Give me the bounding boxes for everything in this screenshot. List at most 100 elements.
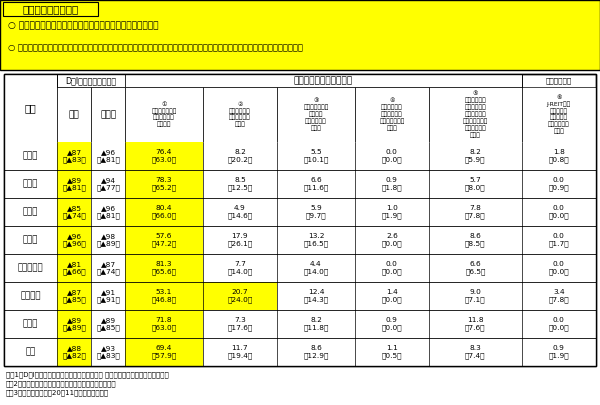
Bar bbox=[125, 310, 203, 338]
Text: ④
改正貸金業法
施行の影響等
ノンバンクの融
資態度: ④ 改正貸金業法 施行の影響等 ノンバンクの融 資態度 bbox=[379, 98, 404, 131]
Text: 12.4
（14.3）: 12.4 （14.3） bbox=[304, 289, 329, 303]
Text: 0.9
（0.0）: 0.9 （0.0） bbox=[382, 317, 402, 331]
Text: 0.0
（0.0）: 0.0 （0.0） bbox=[548, 205, 569, 219]
Text: 0.9
（1.9）: 0.9 （1.9） bbox=[548, 345, 569, 359]
Text: 8.2
（20.2）: 8.2 （20.2） bbox=[227, 149, 253, 163]
Text: ▲89
（▲81）: ▲89 （▲81） bbox=[62, 177, 86, 191]
Text: ▲98
（▲89）: ▲98 （▲89） bbox=[96, 233, 120, 247]
Text: 20.7
（24.0）: 20.7 （24.0） bbox=[227, 289, 253, 303]
Bar bbox=[4, 226, 596, 254]
Text: 悪化の要因（回答割合）: 悪化の要因（回答割合） bbox=[294, 76, 353, 85]
Text: ▲93
（▲83）: ▲93 （▲83） bbox=[96, 345, 120, 359]
Bar bbox=[57, 198, 91, 226]
Bar bbox=[4, 338, 596, 366]
Text: ▲96
（▲81）: ▲96 （▲81） bbox=[96, 149, 120, 163]
Text: 7.8
（7.8）: 7.8 （7.8） bbox=[465, 205, 485, 219]
Text: （注2）悪化の要因については、複数回答可としている。: （注2）悪化の要因については、複数回答可としている。 bbox=[6, 380, 116, 387]
Text: 8.2
（11.8）: 8.2 （11.8） bbox=[303, 317, 329, 331]
Text: 5.9
（9.7）: 5.9 （9.7） bbox=[305, 205, 326, 219]
Text: 5.5
（10.1）: 5.5 （10.1） bbox=[303, 149, 329, 163]
Text: 0.0
（0.0）: 0.0 （0.0） bbox=[382, 261, 402, 275]
Text: 1.8
（0.8）: 1.8 （0.8） bbox=[548, 149, 569, 163]
Bar bbox=[4, 74, 596, 366]
Bar bbox=[57, 142, 91, 170]
Text: 0.9
（1.8）: 0.9 （1.8） bbox=[382, 177, 402, 191]
Bar bbox=[4, 74, 596, 366]
Text: 4.9
（14.6）: 4.9 （14.6） bbox=[227, 205, 253, 219]
Bar bbox=[125, 142, 203, 170]
Text: （単位：％）: （単位：％） bbox=[545, 77, 572, 84]
Text: ▲94
（▲77）: ▲94 （▲77） bbox=[96, 177, 120, 191]
Text: 卸売業: 卸売業 bbox=[23, 207, 38, 217]
Text: 11.7
（19.4）: 11.7 （19.4） bbox=[227, 345, 253, 359]
Bar bbox=[3, 2, 98, 16]
Bar bbox=[521, 87, 596, 142]
Text: ○ 要因としては、「営業要因」が最も大きく、その割合は前回よりも上昇。次いで、「金融機関の融資態度・融資条件」が続く。: ○ 要因としては、「営業要因」が最も大きく、その割合は前回よりも上昇。次いで、「… bbox=[8, 43, 303, 53]
Bar bbox=[0, 0, 600, 70]
Text: D．I．（良い－悪い）: D．I．（良い－悪い） bbox=[65, 76, 117, 85]
Bar bbox=[57, 310, 91, 338]
Text: 5.7
（8.0）: 5.7 （8.0） bbox=[465, 177, 485, 191]
Bar bbox=[91, 87, 125, 142]
Text: 平均: 平均 bbox=[25, 347, 35, 356]
Text: ▲88
（▲82）: ▲88 （▲82） bbox=[62, 345, 86, 359]
Text: 0.0
（0.0）: 0.0 （0.0） bbox=[548, 261, 569, 275]
Bar bbox=[57, 74, 125, 87]
Text: 13.2
（16.5）: 13.2 （16.5） bbox=[304, 233, 329, 247]
Text: 53.1
（46.8）: 53.1 （46.8） bbox=[151, 289, 176, 303]
Text: ▲96
（▲96）: ▲96 （▲96） bbox=[62, 233, 86, 247]
Text: 8.3
（7.4）: 8.3 （7.4） bbox=[465, 345, 485, 359]
Bar bbox=[57, 87, 91, 142]
Text: ▲81
（▲66）: ▲81 （▲66） bbox=[62, 261, 86, 275]
Bar bbox=[4, 254, 596, 282]
Text: 0.0
（1.7）: 0.0 （1.7） bbox=[548, 233, 569, 247]
Text: 71.8
（63.0）: 71.8 （63.0） bbox=[151, 317, 176, 331]
Bar bbox=[4, 170, 596, 198]
Bar bbox=[125, 226, 203, 254]
Text: （注1）D．I．＝「良い」と回答した先数構成比 ー「悪い」と回答した先数構成比: （注1）D．I．＝「良い」と回答した先数構成比 ー「悪い」と回答した先数構成比 bbox=[6, 371, 169, 377]
Text: 2.6
（0.0）: 2.6 （0.0） bbox=[382, 233, 402, 247]
Text: 3.4
（7.8）: 3.4 （7.8） bbox=[548, 289, 569, 303]
Bar bbox=[57, 282, 91, 310]
Text: 現状: 現状 bbox=[69, 110, 80, 119]
Bar bbox=[125, 74, 521, 87]
Text: 小売業: 小売業 bbox=[23, 179, 38, 188]
Bar bbox=[277, 87, 355, 142]
Text: ▲87
（▲85）: ▲87 （▲85） bbox=[62, 289, 86, 303]
Text: ○ 中小企業の資金繰りも、一段と厳しいものとなっている。: ○ 中小企業の資金繰りも、一段と厳しいものとなっている。 bbox=[8, 21, 158, 30]
Text: ⑥
J-REIT等証
券市場の冷
え込みや投
資ファンド等
の動き: ⑥ J-REIT等証 券市場の冷 え込みや投 資ファンド等 の動き bbox=[547, 95, 571, 134]
Text: ⑤
信用保証協会
や政策金融機
関等による、
セーフティネッ
ト貸付・保証
の動向: ⑤ 信用保証協会 や政策金融機 関等による、 セーフティネッ ト貸付・保証 の動… bbox=[463, 91, 488, 138]
Text: 製造業: 製造業 bbox=[23, 151, 38, 160]
Text: ①
販売不振・在庫
の長期化等、
営業要因: ① 販売不振・在庫 の長期化等、 営業要因 bbox=[151, 102, 176, 128]
Bar bbox=[57, 170, 91, 198]
Bar bbox=[4, 310, 596, 338]
Text: 8.2
（5.9）: 8.2 （5.9） bbox=[465, 149, 485, 163]
Text: 78.3
（65.2）: 78.3 （65.2） bbox=[151, 177, 176, 191]
Bar bbox=[57, 226, 91, 254]
Text: 9.0
（7.1）: 9.0 （7.1） bbox=[465, 289, 485, 303]
Bar bbox=[203, 87, 277, 142]
Bar bbox=[125, 254, 203, 282]
Bar bbox=[355, 87, 429, 142]
Text: ▲89
（▲85）: ▲89 （▲85） bbox=[96, 317, 120, 331]
Text: 1.0
（1.9）: 1.0 （1.9） bbox=[382, 205, 402, 219]
Bar bbox=[125, 282, 203, 310]
Text: 建設業: 建設業 bbox=[23, 235, 38, 245]
Text: 6.6
（6.5）: 6.6 （6.5） bbox=[465, 261, 485, 275]
Text: ▲96
（▲81）: ▲96 （▲81） bbox=[96, 205, 120, 219]
Bar bbox=[4, 282, 596, 310]
Text: 運輸業: 運輸業 bbox=[23, 320, 38, 328]
Bar bbox=[203, 282, 277, 310]
Text: 8.5
（12.5）: 8.5 （12.5） bbox=[227, 177, 253, 191]
Text: 8.6
（12.9）: 8.6 （12.9） bbox=[303, 345, 329, 359]
Text: 57.6
（47.2）: 57.6 （47.2） bbox=[151, 233, 176, 247]
Text: 76.4
（63.0）: 76.4 （63.0） bbox=[151, 149, 176, 163]
Text: ▲91
（▲91）: ▲91 （▲91） bbox=[96, 289, 120, 303]
Text: 1.1
（0.5）: 1.1 （0.5） bbox=[382, 345, 402, 359]
Text: 7.3
（17.6）: 7.3 （17.6） bbox=[227, 317, 253, 331]
Text: 17.9
（26.1）: 17.9 （26.1） bbox=[227, 233, 253, 247]
Bar bbox=[4, 142, 596, 170]
Bar bbox=[125, 87, 203, 142]
Text: サービス業: サービス業 bbox=[18, 264, 43, 273]
Text: 8.6
（8.5）: 8.6 （8.5） bbox=[465, 233, 485, 247]
